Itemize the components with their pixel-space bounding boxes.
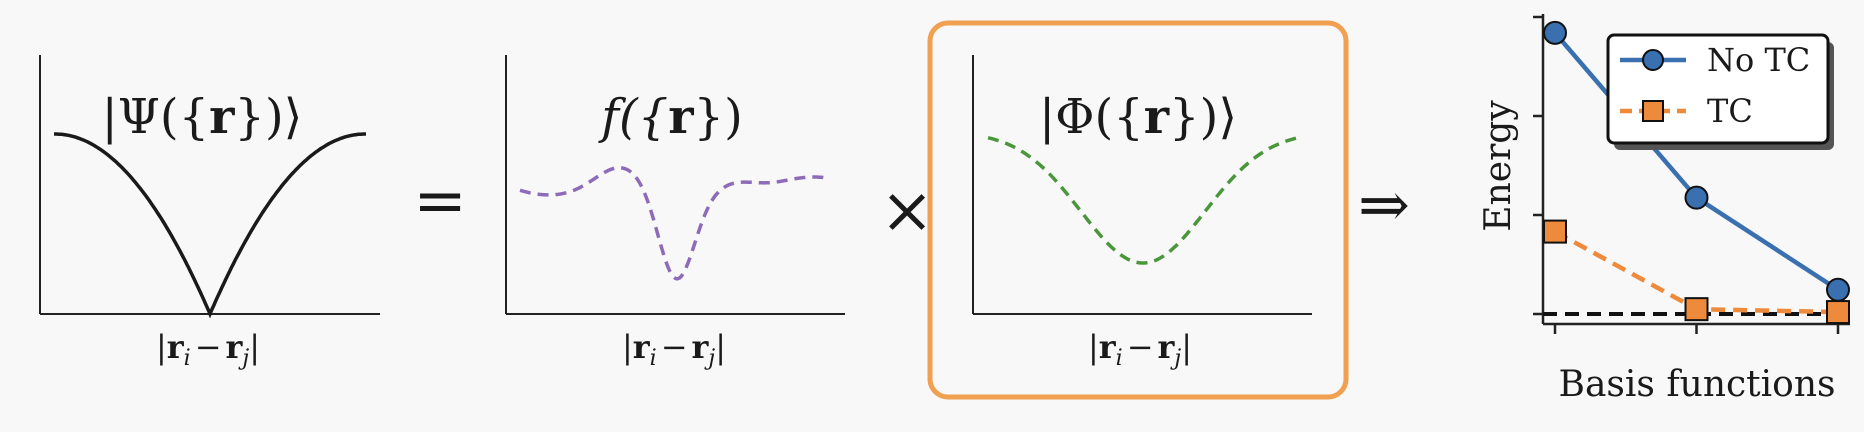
chart-ylabel: Energy	[1478, 100, 1519, 232]
data-point	[1543, 20, 1567, 45]
times-operator: ×	[880, 174, 934, 248]
panel-f-xlabel: |ri − rj|	[622, 328, 726, 371]
panel-f: f({r}) |ri − rj|	[505, 55, 845, 371]
legend-marker	[1642, 49, 1664, 71]
chart-xlabel: Basis functions	[1559, 364, 1836, 405]
phi-curve	[987, 136, 1297, 265]
panel-psi: |Ψ({r})⟩ |ri − rj|	[39, 55, 380, 371]
panel-psi-title: |Ψ({r})⟩	[102, 89, 303, 145]
energy-chart: Energy Basis functions No TC TC	[1478, 14, 1850, 405]
f-curve	[519, 165, 829, 281]
data-point	[1684, 185, 1709, 210]
panel-phi-title: |Φ({r})⟩	[1039, 89, 1237, 145]
chart-legend: No TC TC	[1606, 33, 1834, 150]
psi-curve	[54, 132, 366, 319]
equals-operator: =	[413, 164, 467, 238]
panel-f-title: f({r})	[598, 89, 743, 145]
legend-label: TC	[1707, 92, 1753, 130]
highlight-box	[927, 20, 1349, 400]
legend-marker	[1642, 100, 1664, 122]
legend-entry: No TC	[1620, 41, 1810, 79]
legend-label: No TC	[1707, 41, 1810, 79]
implies-operator: ⇒	[1358, 168, 1410, 241]
panel-psi-xlabel: |ri − rj|	[156, 328, 260, 371]
data-point	[1684, 297, 1709, 322]
panel-phi: |Φ({r})⟩ |ri − rj|	[927, 20, 1349, 400]
data-point	[1826, 300, 1850, 325]
chart-ticks	[1533, 15, 1840, 334]
legend-entry: TC	[1620, 92, 1753, 130]
data-point	[1543, 219, 1567, 244]
data-point	[1826, 277, 1850, 302]
chart-series-group	[1543, 20, 1850, 325]
panel-phi-xlabel: |ri − rj|	[1088, 328, 1192, 371]
